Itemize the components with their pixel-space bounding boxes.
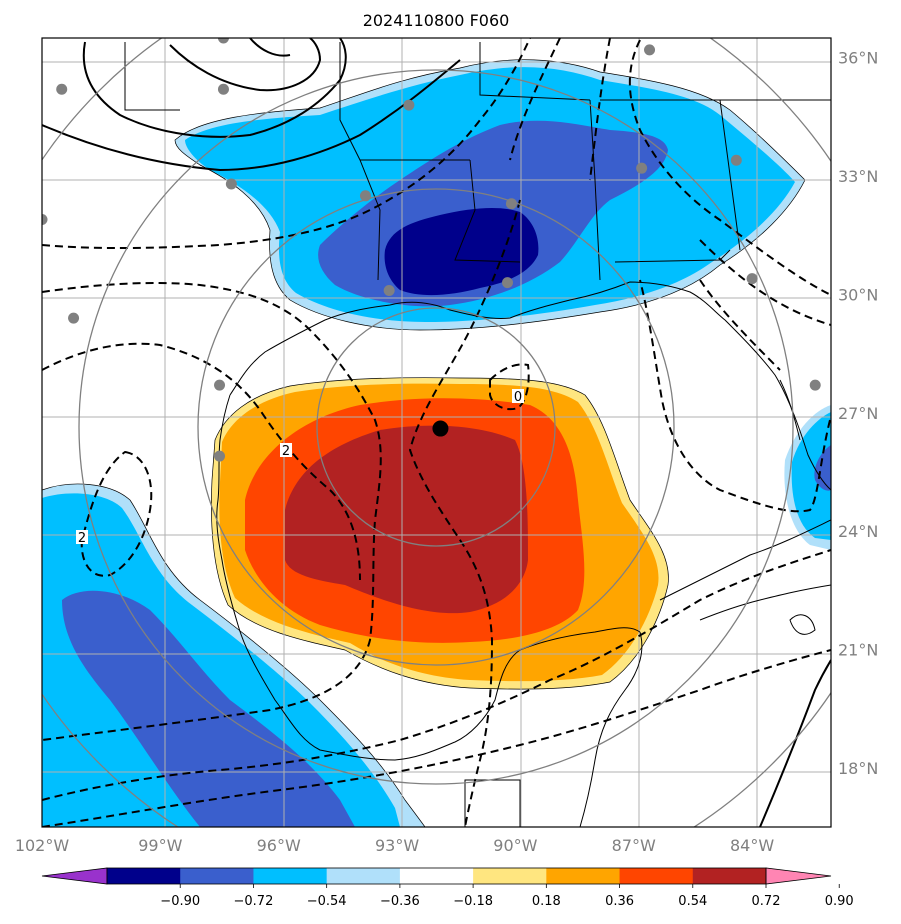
contour-label: 2: [78, 531, 86, 546]
station-dot: [214, 379, 226, 391]
station-dot: [730, 154, 742, 166]
station-dot: [42, 213, 48, 225]
longitude-labels: 102°W 99°W 96°W 93°W 90°W 87°W 84°W: [15, 836, 775, 855]
station-dot: [403, 99, 415, 111]
station-dot: [746, 273, 758, 285]
map-title: 2024110800 F060: [363, 11, 510, 30]
station-dot: [56, 83, 68, 95]
contour-labels: 0 2 2: [76, 389, 524, 546]
station-dot: [502, 277, 514, 289]
colorbar-tick-label: −0.90: [160, 894, 200, 909]
map-frame: [41, 37, 832, 828]
latitude-tick-label: 33°N: [838, 167, 878, 186]
longitude-tick-label: 90°W: [493, 836, 537, 855]
station-markers: [42, 38, 821, 462]
colorbar-tick-label: −0.36: [380, 894, 420, 909]
contour-label: 0: [514, 390, 522, 405]
latitude-labels: 36°N 33°N 30°N 27°N 24°N 21°N 18°N: [838, 49, 878, 778]
colorbar-segment: [473, 868, 547, 884]
anomaly-outlines: [42, 59, 806, 827]
colorbar-segment: [180, 868, 254, 884]
coastlines-borders: [124, 42, 831, 827]
range-rings: [42, 38, 831, 827]
latitude-tick-label: 18°N: [838, 759, 878, 778]
positive-anomaly-gulf: [211, 377, 669, 690]
latitude-tick-label: 21°N: [838, 640, 878, 659]
colorbar-tick-label: 0.72: [752, 894, 781, 909]
negative-anomaly-east: [784, 405, 831, 550]
station-dot: [214, 450, 226, 462]
longitude-tick-label: 93°W: [375, 836, 419, 855]
colorbar-tick-label: 0.54: [678, 894, 707, 909]
station-dot: [68, 312, 80, 324]
longitude-tick-label: 102°W: [15, 836, 70, 855]
colorbar-segment: [692, 868, 767, 884]
colorbar-tick-label: −0.54: [307, 894, 347, 909]
colorbar-tick-label: −0.72: [234, 894, 274, 909]
storm-center-marker: [432, 420, 449, 437]
station-dot: [636, 162, 648, 174]
longitude-tick-label: 87°W: [612, 836, 656, 855]
colorbar-tick-label: 0.18: [532, 894, 561, 909]
longitude-tick-label: 84°W: [730, 836, 774, 855]
colorbar-extend-high: [765, 867, 832, 885]
graticule: [42, 38, 831, 827]
solid-contours: [42, 38, 831, 827]
map-area: 0 2 2: [42, 38, 831, 827]
longitude-tick-label: 96°W: [257, 836, 301, 855]
colorbar-segment: [107, 868, 181, 884]
station-dot: [225, 178, 237, 190]
station-dot: [809, 379, 821, 391]
colorbar-tick-label: 0.90: [825, 894, 854, 909]
station-dot: [217, 38, 229, 44]
colorbar-segment: [399, 868, 474, 884]
station-dot: [359, 190, 371, 202]
colorbar-segment: [546, 868, 621, 884]
station-dot: [383, 284, 395, 296]
colorbar-tick-label: 0.36: [605, 894, 634, 909]
latitude-tick-label: 30°N: [838, 285, 878, 304]
colorbar-tick-label: −0.18: [453, 894, 493, 909]
colorbar-extend-low: [41, 867, 108, 885]
station-dot: [217, 83, 229, 95]
longitude-tick-label: 99°W: [138, 836, 182, 855]
station-dot: [505, 198, 517, 210]
station-dot: [644, 44, 656, 56]
latitude-tick-label: 24°N: [838, 522, 878, 541]
latitude-tick-label: 27°N: [838, 404, 878, 423]
colorbar-segment: [619, 868, 694, 884]
colorbar: −0.90 −0.72 −0.54 −0.36 −0.18 0.18 0.36 0.54 0.7…: [41, 867, 854, 909]
contour-label: 2: [282, 444, 290, 459]
colorbar-segment: [253, 868, 328, 884]
latitude-tick-label: 36°N: [838, 49, 878, 68]
colorbar-segment: [326, 868, 401, 884]
dashed-contours: [42, 38, 831, 827]
